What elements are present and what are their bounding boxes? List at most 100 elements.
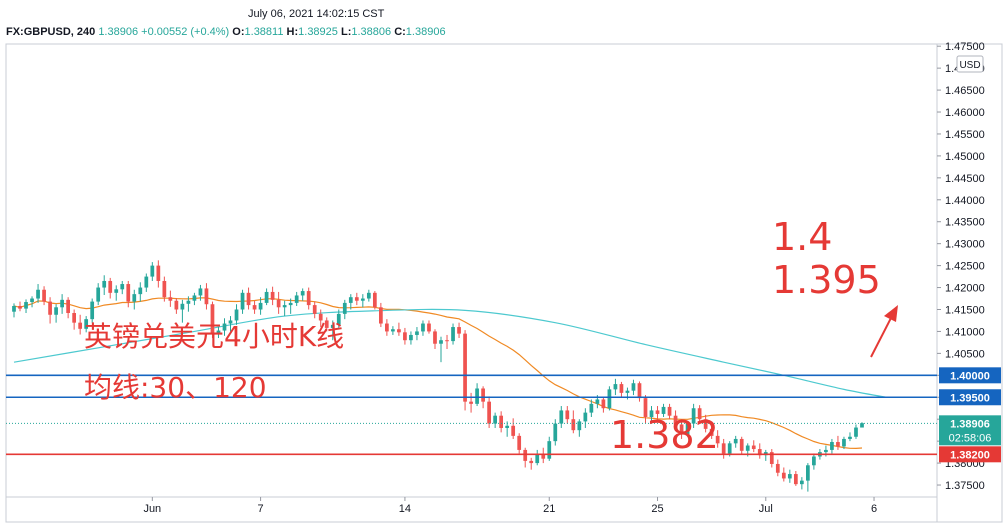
candle	[150, 262, 155, 281]
candle-body	[318, 313, 323, 321]
candle	[499, 411, 504, 433]
last-price-label: 1.38906 02:58:06	[939, 415, 1001, 446]
x-tick-label: Jun	[143, 503, 161, 515]
candle-body	[842, 438, 846, 447]
candle	[643, 395, 648, 424]
candle	[174, 298, 179, 314]
candle	[601, 397, 606, 413]
y-tick-label: 1.42500	[945, 261, 985, 273]
header-ohlc-line: FX:GBPUSD, 240 1.38906 +0.00552 (+0.4%) …	[6, 26, 446, 38]
candle	[649, 406, 654, 422]
candle	[836, 435, 840, 450]
y-tick-label: 1.41500	[945, 304, 985, 316]
candle-body	[168, 297, 173, 301]
candle	[84, 316, 89, 333]
candle	[66, 297, 70, 319]
candle-body	[366, 292, 371, 299]
candle-body	[348, 297, 353, 303]
candle-body	[577, 421, 582, 431]
candle-body	[240, 292, 245, 310]
candle	[631, 379, 636, 396]
candle-body	[84, 319, 89, 329]
y-tick-label: 1.46000	[945, 107, 985, 119]
candle-body	[854, 427, 858, 437]
candle-body	[745, 445, 750, 451]
candle	[288, 298, 293, 314]
candle-body	[559, 410, 564, 424]
candle	[312, 301, 317, 319]
candle	[282, 300, 287, 317]
candle	[228, 316, 233, 332]
candle-body	[517, 435, 522, 450]
candle	[186, 296, 191, 312]
candle	[715, 430, 720, 448]
candle	[240, 289, 245, 314]
candle	[427, 320, 431, 334]
candle-body	[733, 438, 738, 444]
candle-body	[96, 287, 101, 302]
candle-body	[421, 323, 425, 332]
candle	[379, 302, 383, 328]
candle	[589, 399, 594, 418]
candle-body	[595, 399, 600, 404]
currency-badge: USD	[956, 55, 984, 73]
candle	[781, 467, 786, 482]
candle-body	[264, 291, 269, 303]
candle	[529, 457, 534, 470]
candle-body	[824, 449, 828, 453]
header-low-label: L:	[340, 26, 352, 38]
candle-body	[812, 456, 816, 466]
header-close: 1.38906	[405, 26, 446, 38]
annotation-title: 英镑兑美元4小时K线	[84, 320, 344, 353]
candle-body	[180, 303, 185, 310]
candle	[300, 288, 305, 301]
candle	[421, 320, 425, 336]
price-label-text: 1.38200	[950, 449, 990, 461]
candle	[806, 463, 810, 492]
candle	[619, 381, 624, 398]
x-axis: Jun 7 14 21 25 Jul 6	[143, 497, 877, 515]
candle-body	[12, 305, 16, 312]
header-high: 1.38925	[298, 26, 338, 38]
candle	[96, 283, 101, 306]
price-label-1.39500: 1.39500	[939, 389, 1001, 406]
candle	[198, 284, 203, 301]
candle-body	[529, 460, 534, 464]
candle	[463, 330, 467, 411]
candle	[685, 421, 690, 437]
candle-body	[18, 305, 22, 309]
candle-body	[757, 449, 762, 456]
candle-body	[90, 301, 95, 320]
price-label-1.38200: 1.38200	[939, 446, 1001, 463]
candle-body	[102, 280, 107, 288]
candle	[210, 301, 215, 339]
candle	[799, 477, 804, 490]
candle-body	[144, 276, 149, 288]
candle	[757, 443, 762, 459]
candle	[637, 381, 642, 402]
candle	[270, 286, 275, 306]
candle-body	[583, 412, 588, 422]
candle-body	[288, 302, 293, 306]
y-tick-label: 1.42000	[945, 283, 985, 295]
candle-body	[252, 305, 257, 310]
candle	[204, 283, 209, 310]
candle-body	[643, 398, 648, 418]
candle-body	[228, 320, 233, 324]
candle-body	[541, 454, 546, 459]
candle-body	[613, 384, 618, 390]
candle-body	[493, 415, 497, 424]
candle	[415, 327, 419, 341]
candle	[541, 447, 546, 464]
candle-body	[553, 423, 558, 442]
candle-body	[655, 410, 660, 414]
chart-frame	[5, 43, 1003, 523]
candle	[613, 378, 618, 396]
annotation-ma-note: 均线:30、120	[84, 371, 267, 404]
candle	[451, 323, 455, 345]
trend-arrow-shaft	[870, 315, 893, 358]
candle	[60, 294, 64, 314]
candle-body	[457, 327, 461, 334]
candle	[667, 403, 672, 420]
